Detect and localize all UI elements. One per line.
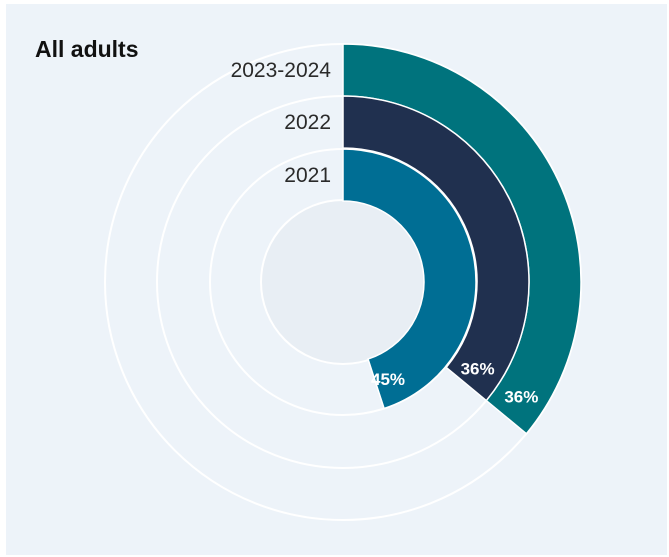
ring-bar-2021 <box>342 148 477 410</box>
ring-bars <box>342 43 582 435</box>
chart-title: All adults <box>35 36 139 62</box>
ring-labels: 2023-2024 36% 2022 36% 2021 45% <box>231 59 539 407</box>
series-label: 2021 <box>284 164 331 187</box>
series-label: 2022 <box>284 111 331 134</box>
ring-bar-2022 <box>342 95 530 402</box>
value-label: 36% <box>504 388 538 407</box>
value-label: 45% <box>371 370 405 389</box>
series-label: 2023-2024 <box>231 59 332 82</box>
value-label: 36% <box>461 359 495 378</box>
